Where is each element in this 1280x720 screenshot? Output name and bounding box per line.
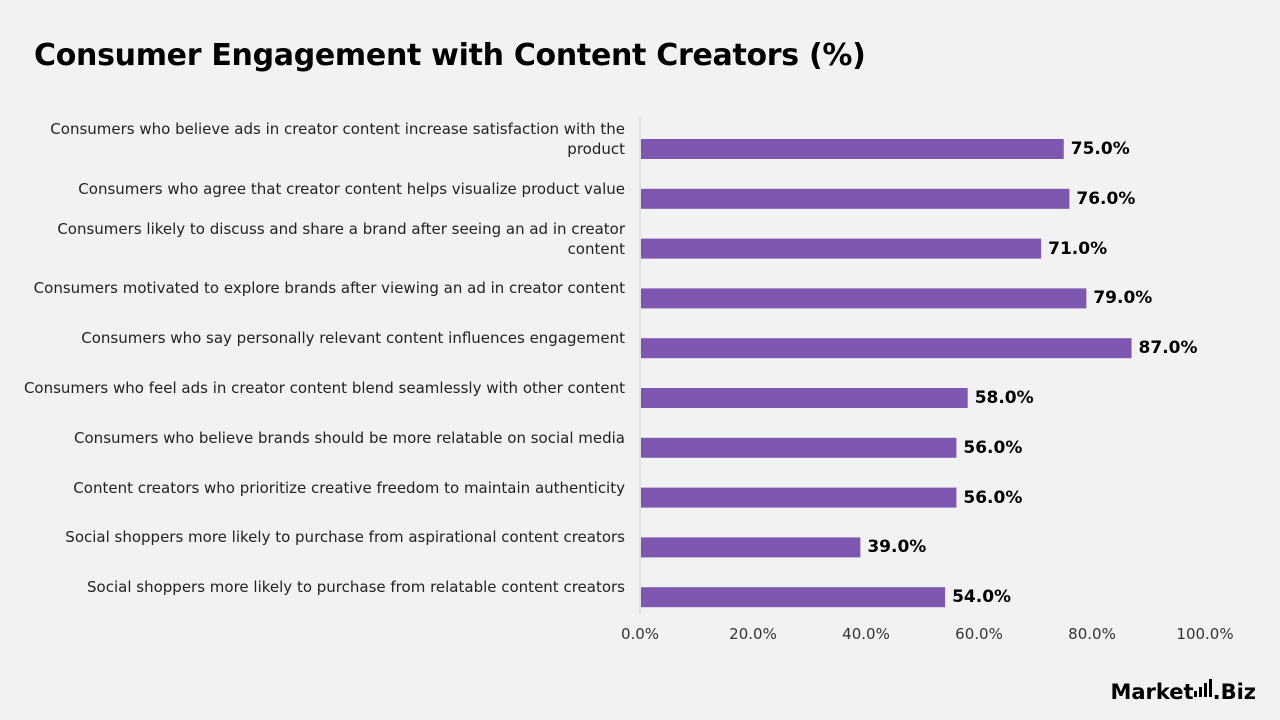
category-label: Consumers who say personally relevant co… <box>81 329 625 348</box>
value-label: 58.0% <box>974 388 1034 408</box>
bar-2 <box>641 188 1070 209</box>
category-label: Consumers likely to discuss and share a … <box>57 219 625 258</box>
value-label: 76.0% <box>1076 188 1136 209</box>
bars-group <box>641 139 1132 608</box>
value-label: 39.0% <box>867 537 927 558</box>
bar-7 <box>641 437 957 458</box>
logo-dot: . <box>1212 680 1221 704</box>
category-label: Social shoppers more likely to purchase … <box>65 528 625 547</box>
value-label: 56.0% <box>963 487 1023 508</box>
logo-text-main: Market <box>1110 680 1194 704</box>
value-label: 71.0% <box>1048 238 1108 259</box>
value-label: 87.0% <box>1138 338 1198 359</box>
value-label: 79.0% <box>1093 288 1153 309</box>
x-tick-label: 60.0% <box>955 625 1003 643</box>
category-label: Consumers who feel ads in creator conten… <box>23 379 625 397</box>
category-label: Consumers who agree that creator content… <box>78 179 625 198</box>
x-tick-label: 100.0% <box>1176 625 1234 643</box>
category-label: Consumers motivated to explore brands af… <box>33 279 625 298</box>
category-label: Content creators who prioritize creative… <box>73 478 625 497</box>
bar-1 <box>641 139 1064 159</box>
category-label: Social shoppers more likely to purchase … <box>87 578 625 597</box>
value-label: 54.0% <box>952 587 1012 608</box>
logo-bars-icon <box>1193 679 1212 697</box>
bar-10 <box>641 587 946 608</box>
x-tick-label: 0.0% <box>620 625 660 643</box>
logo-text-suffix: Biz <box>1220 680 1256 704</box>
bar-3 <box>641 238 1042 259</box>
bar-5 <box>641 338 1132 359</box>
bar-4 <box>641 288 1087 309</box>
x-tick-label: 20.0% <box>729 625 777 643</box>
category-label: Consumers who believe brands should be m… <box>74 428 625 447</box>
value-label: 56.0% <box>963 437 1023 458</box>
value-label: 75.0% <box>1070 139 1130 159</box>
x-tick-label: 40.0% <box>842 625 890 643</box>
brand-logo: Market . Biz <box>1110 679 1256 704</box>
category-label: Consumers who believe ads in creator con… <box>50 120 625 158</box>
x-tick-label: 80.0% <box>1068 625 1116 643</box>
bar-8 <box>641 487 957 508</box>
chart-title: Consumer Engagement with Content Creator… <box>34 38 866 73</box>
bar-6 <box>641 388 968 408</box>
bar-9 <box>641 537 861 558</box>
